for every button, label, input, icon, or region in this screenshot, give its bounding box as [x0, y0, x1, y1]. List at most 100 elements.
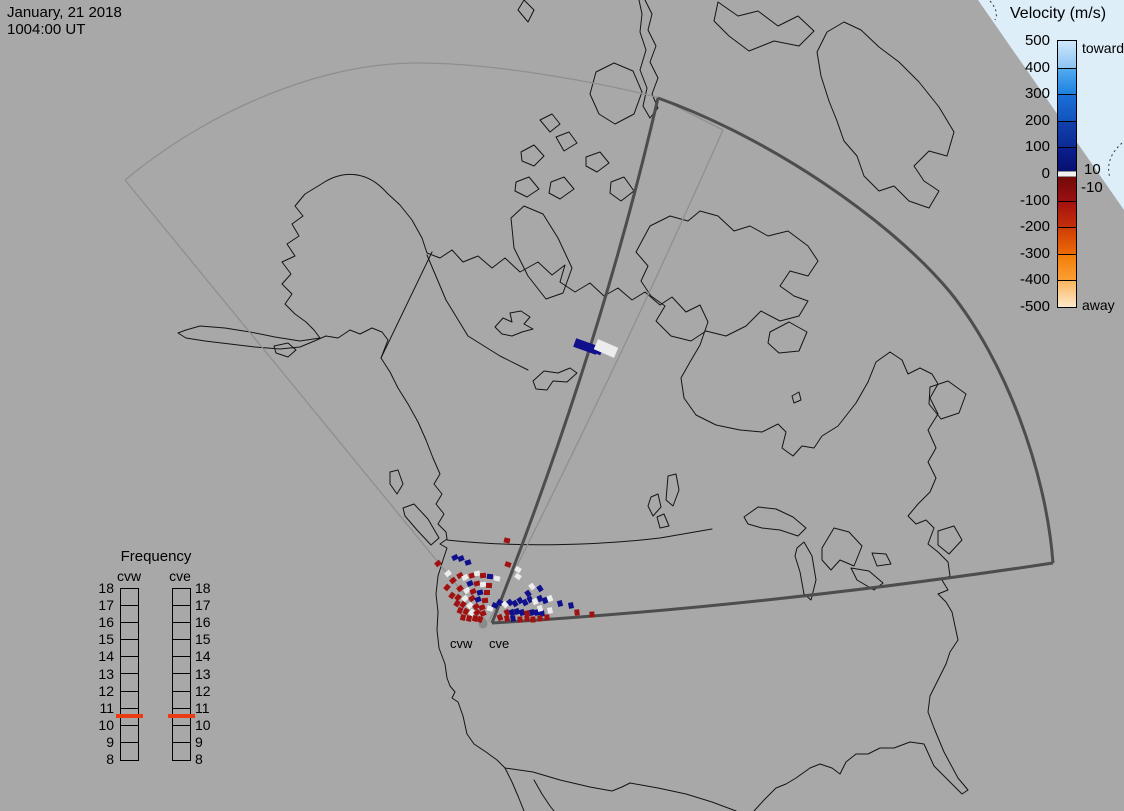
frequency-cell: [173, 743, 190, 760]
colorbar-segment: [1058, 147, 1076, 172]
velocity-tick-label: -300: [1019, 244, 1050, 262]
frequency-cell: [121, 606, 138, 624]
lake-huron: [821, 527, 863, 571]
frequency-tick-label: 18: [98, 580, 114, 596]
away-label: away: [1082, 297, 1115, 313]
radar-label-cve: cve: [489, 636, 510, 651]
frequency-tick-label: 12: [195, 682, 211, 699]
colorbar-segment: [1058, 200, 1076, 228]
banks-island: [510, 205, 573, 300]
southampton-island: [767, 321, 808, 354]
time-text: 1004:00 UT: [7, 21, 86, 38]
frequency-cell: [121, 743, 138, 760]
velocity-tick-label: 0: [1041, 165, 1050, 182]
vancouver-island: [402, 503, 440, 546]
frequency-tick-label: 17: [195, 597, 211, 614]
off-map-corner: [978, 0, 1124, 210]
great-slave-lake: [532, 367, 578, 391]
frequency-marker-cvw: [116, 714, 143, 719]
frequency-cell: [173, 726, 190, 743]
frequency-tick-label: 18: [195, 580, 211, 596]
frequency-cell: [173, 606, 190, 624]
velocity-tick-label: -500: [1019, 298, 1050, 315]
velocity-colorbar: [1057, 40, 1077, 308]
kodiak-island: [273, 342, 297, 358]
coastlines: [177, 0, 969, 811]
frequency-tick-label: 15: [195, 631, 211, 648]
colorbar-segment: [1058, 280, 1076, 307]
victoria-island: [635, 210, 819, 342]
timestamp: January, 21 2018 1004:00 UT: [7, 4, 122, 38]
colorbar-segment: [1058, 94, 1076, 121]
frequency-bar-cve: [172, 588, 191, 761]
frequency-cell: [173, 657, 190, 675]
velocity-tick-label: 300: [1024, 85, 1050, 103]
colorbar-segment: [1058, 176, 1076, 201]
devon-island: [713, 1, 815, 52]
nova-scotia: [937, 525, 963, 555]
frequency-tick-label: 14: [195, 648, 211, 665]
frequency-cell: [121, 709, 138, 726]
frequency-cell: [173, 589, 190, 607]
velocity-inner-neg-label: -10: [1081, 179, 1103, 196]
velocity-legend-title: Velocity (m/s): [1010, 5, 1107, 22]
date-text: January, 21 2018: [7, 4, 122, 21]
alaska-yukon-border: [380, 251, 433, 359]
toward-label: toward: [1082, 40, 1124, 56]
dotted-coastline: [989, 0, 1123, 179]
great-bear-lake: [494, 310, 534, 337]
lake-michigan: [794, 541, 817, 601]
frequency-cell: [173, 640, 190, 658]
velocity-tick-label: 400: [1024, 58, 1050, 76]
colorbar-segment: [1058, 67, 1076, 95]
velocity-inner-pos-label: 10: [1084, 161, 1101, 178]
frequency-bar-cvw: [120, 588, 139, 761]
newfoundland: [928, 380, 967, 420]
frequency-tick-label: 15: [98, 631, 114, 648]
velocity-tick-label: 100: [1024, 138, 1050, 156]
colorbar-segment: [1058, 227, 1076, 254]
velocity-tick-label: -400: [1019, 271, 1050, 289]
frequency-marker-cve: [168, 714, 195, 719]
frequency-tick-label: 13: [98, 665, 114, 682]
baffin-island: [816, 21, 955, 209]
fov-cve: [490, 96, 1055, 625]
frequency-cell: [173, 692, 190, 709]
frequency-tick-label: 13: [195, 665, 211, 682]
frequency-cell: [173, 709, 190, 726]
frequency-cell: [121, 692, 138, 709]
velocity-tick-label: -100: [1019, 191, 1050, 209]
velocity-tick-label: -200: [1019, 218, 1050, 236]
frequency-legend-title: Frequency: [120, 548, 192, 565]
frequency-tick-label: 8: [195, 751, 203, 767]
frequency-tick-label: 10: [98, 716, 114, 733]
frequency-tick-label: 9: [195, 733, 203, 750]
lake-ontario: [871, 552, 892, 567]
colorbar-zero-band: [1058, 171, 1076, 177]
fov-cvw: [124, 62, 724, 623]
frequency-column-label-cve: cve: [169, 568, 191, 584]
frequency-tick-label: 12: [98, 682, 114, 699]
frequency-tick-label: 8: [106, 751, 114, 767]
frequency-tick-label: 17: [98, 597, 114, 614]
frequency-tick-label: 16: [195, 614, 211, 631]
frequency-tick-label: 11: [99, 699, 114, 716]
frequency-tick-label: 10: [195, 716, 211, 733]
mackenzie-river: [426, 254, 529, 371]
frequency-tick-label: 14: [98, 648, 114, 665]
radar-site-dot: [478, 619, 488, 629]
frequency-cell: [173, 675, 190, 692]
lake-superior: [743, 506, 807, 537]
frequency-cell: [173, 623, 190, 641]
frequency-tick-label: 9: [106, 733, 114, 750]
velocity-tick-label: 500: [1024, 32, 1050, 49]
frequency-cell: [121, 640, 138, 658]
velocity-tick-label: 200: [1024, 111, 1050, 129]
frequency-cell: [121, 589, 138, 607]
radar-label-cvw: cvw: [450, 636, 473, 651]
frequency-tick-label: 11: [195, 699, 210, 716]
frequency-cell: [121, 657, 138, 675]
colorbar-segment: [1058, 253, 1076, 281]
